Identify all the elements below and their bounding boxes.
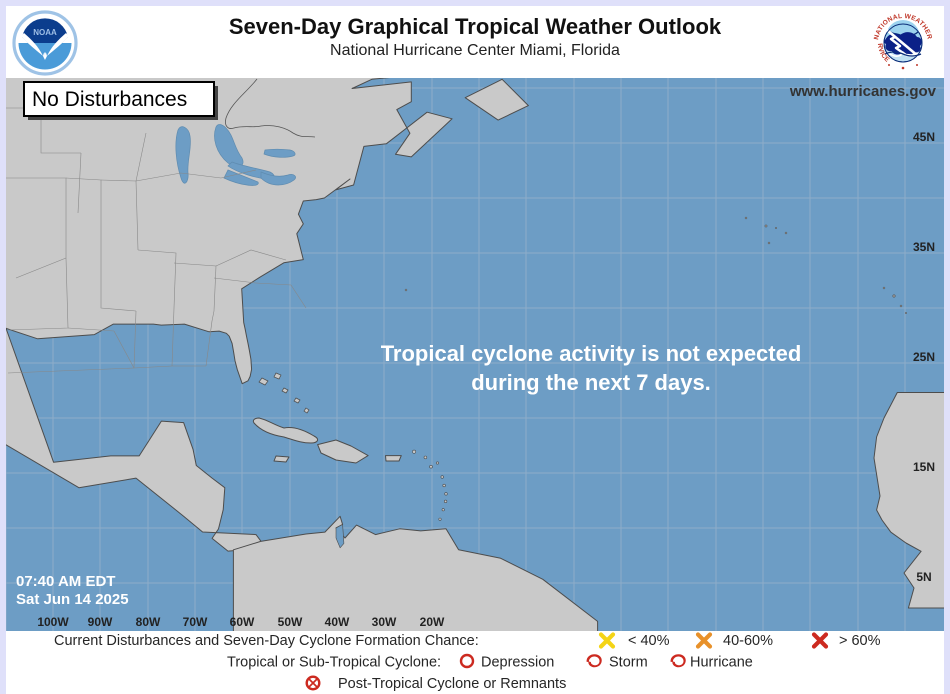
svg-text:30W: 30W [372,615,397,629]
svg-text:Hurricane: Hurricane [690,655,753,671]
svg-text:Post-Tropical Cyclone or Remna: Post-Tropical Cyclone or Remnants [338,676,566,692]
svg-text:70W: 70W [183,615,208,629]
svg-text:during the next 7 days.: during the next 7 days. [471,370,711,395]
svg-text:40W: 40W [325,615,350,629]
svg-text:5N: 5N [916,570,931,584]
svg-text:80W: 80W [136,615,161,629]
svg-text:90W: 90W [88,615,113,629]
svg-text:< 40%: < 40% [628,633,670,649]
svg-text:Tropical cyclone activity is n: Tropical cyclone activity is not expecte… [381,341,802,366]
svg-text:100W: 100W [37,615,69,629]
svg-text:Storm: Storm [609,655,648,671]
svg-text:25N: 25N [913,350,935,364]
svg-text:07:40 AM EDT: 07:40 AM EDT [16,573,115,590]
svg-text:45N: 45N [913,130,935,144]
svg-text:40-60%: 40-60% [723,633,773,649]
svg-text:NOAA: NOAA [33,28,57,37]
svg-text:No Disturbances: No Disturbances [32,88,187,111]
svg-text:Tropical or Sub-Tropical Cyclo: Tropical or Sub-Tropical Cyclone: [227,655,441,671]
svg-text:60W: 60W [230,615,255,629]
svg-text:Sat Jun 14 2025: Sat Jun 14 2025 [16,591,129,608]
svg-text:Depression: Depression [481,655,554,671]
svg-text:35N: 35N [913,240,935,254]
svg-text:> 60%: > 60% [839,633,881,649]
svg-text:20W: 20W [420,615,445,629]
svg-text:50W: 50W [278,615,303,629]
svg-text:15N: 15N [913,460,935,474]
svg-text:Current Disturbances and Seven: Current Disturbances and Seven-Day Cyclo… [54,633,479,649]
svg-text:www.hurricanes.gov: www.hurricanes.gov [789,83,937,100]
